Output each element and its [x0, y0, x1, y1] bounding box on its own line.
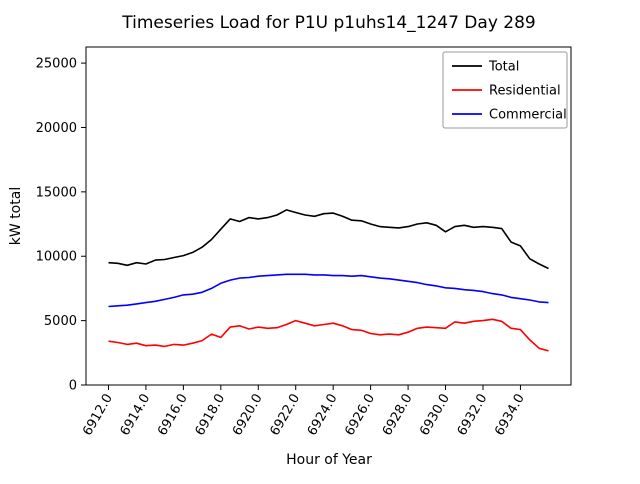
y-tick-label: 15000 — [36, 185, 77, 200]
x-tick-label: 6930.0 — [417, 392, 453, 439]
x-tick-label: 6922.0 — [267, 392, 303, 439]
y-tick-label: 10000 — [36, 250, 77, 265]
x-tick-label: 6928.0 — [380, 392, 416, 439]
x-tick-label: 6918.0 — [193, 392, 229, 439]
y-tick-label: 25000 — [36, 57, 77, 72]
series-line-total — [108, 209, 549, 270]
y-tick-label: 20000 — [36, 121, 77, 136]
y-axis-ticks: 0 5000 10000 15000 20000 25000 — [36, 57, 86, 394]
x-axis-ticks: 6912.0 6914.0 6916.0 6918.0 6920.0 6922.0 6924… — [80, 385, 528, 438]
legend-label-total: Total — [488, 60, 519, 75]
y-tick-label: 0 — [69, 379, 77, 394]
x-tick-label: 6924.0 — [305, 392, 341, 439]
legend-label-commercial: Commercial — [489, 108, 567, 123]
y-axis-label: kW total — [8, 187, 24, 245]
legend-box — [442, 51, 568, 129]
chart-title: Timeseries Load for P1U p1uhs14_1247 Day… — [121, 13, 535, 33]
legend: Total Residential Commercial — [442, 51, 568, 129]
x-tick-label: 6914.0 — [118, 392, 154, 439]
x-axis-label: Hour of Year — [286, 452, 372, 468]
legend-label-residential: Residential — [489, 84, 561, 99]
axes-frame — [85, 46, 572, 386]
y-tick-label: 5000 — [44, 314, 77, 329]
series-line-residential — [108, 318, 549, 352]
x-tick-label: 6920.0 — [230, 392, 266, 439]
x-tick-label: 6926.0 — [342, 392, 378, 439]
x-tick-label: 6912.0 — [80, 392, 116, 439]
x-tick-label: 6932.0 — [455, 392, 491, 439]
x-tick-label: 6934.0 — [492, 392, 528, 439]
x-tick-label: 6916.0 — [155, 392, 191, 439]
series-line-commercial — [108, 273, 549, 308]
